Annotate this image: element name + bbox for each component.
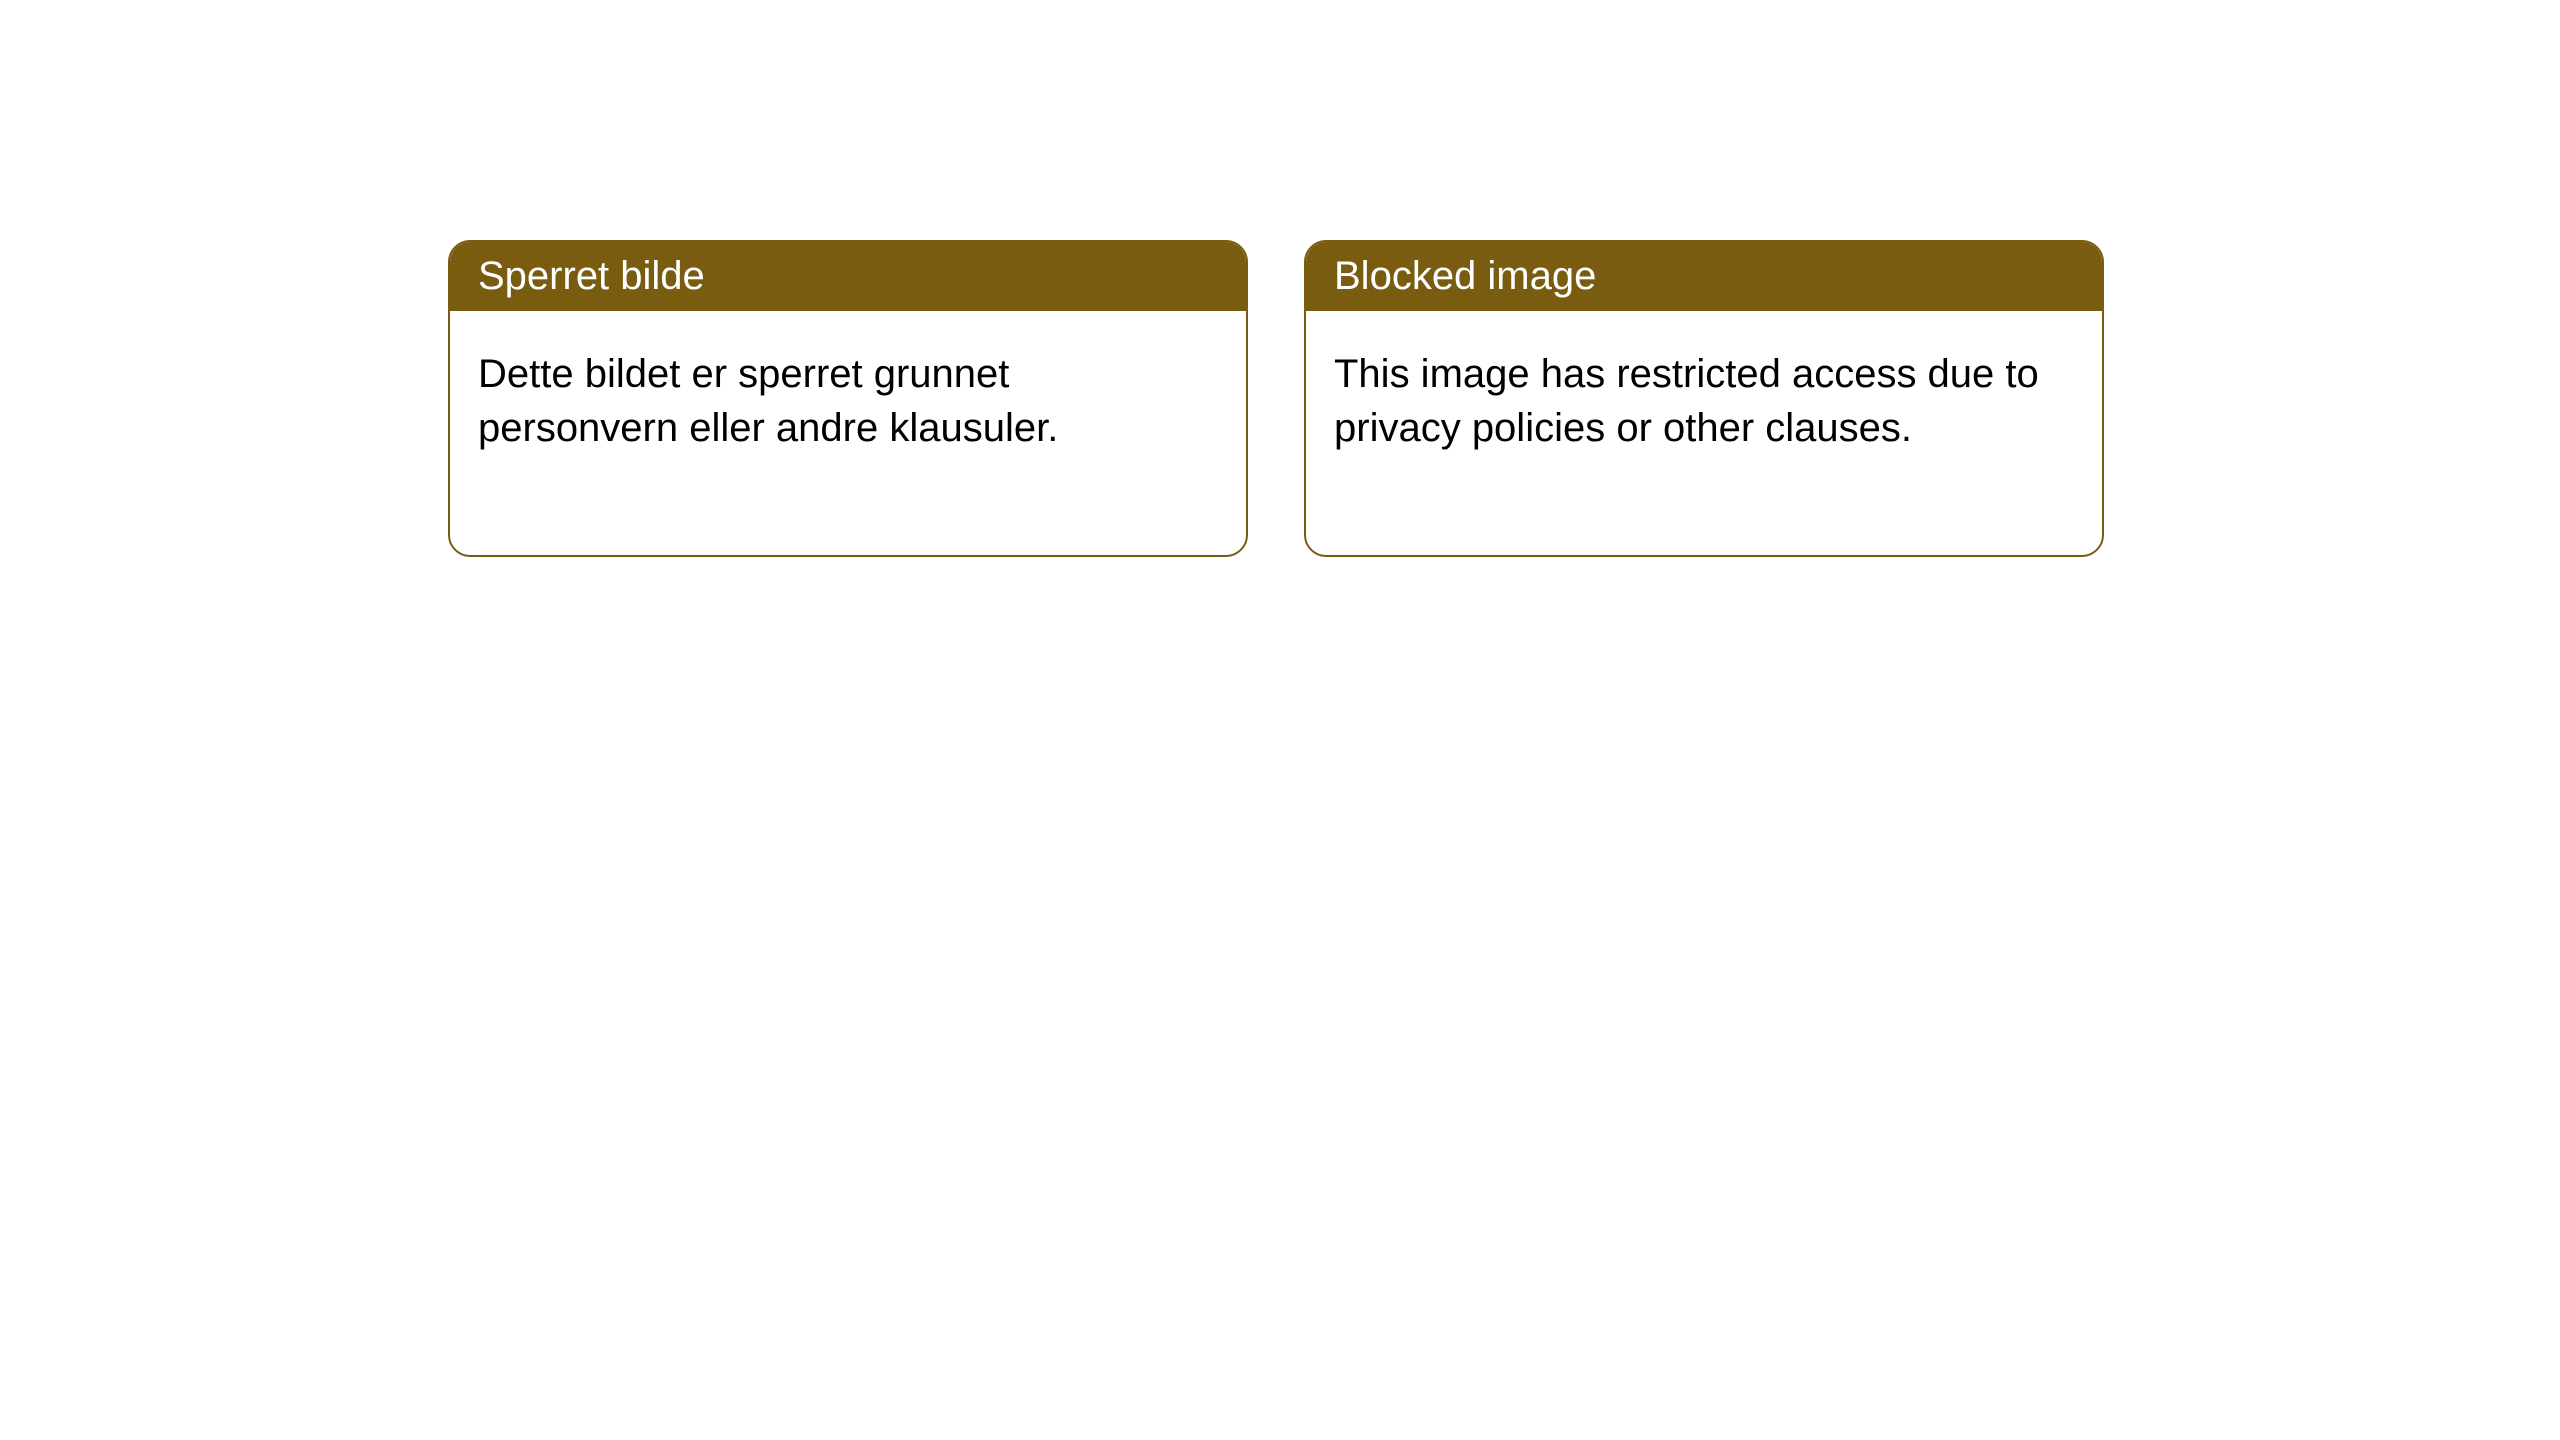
- notice-header: Blocked image: [1306, 242, 2102, 311]
- notice-card-english: Blocked image This image has restricted …: [1304, 240, 2104, 557]
- notice-body-text: This image has restricted access due to …: [1334, 352, 2039, 450]
- notice-body: Dette bildet er sperret grunnet personve…: [450, 311, 1246, 555]
- notice-header: Sperret bilde: [450, 242, 1246, 311]
- notice-container: Sperret bilde Dette bildet er sperret gr…: [448, 240, 2104, 557]
- notice-title: Blocked image: [1334, 254, 1596, 298]
- notice-title: Sperret bilde: [478, 254, 705, 298]
- notice-body-text: Dette bildet er sperret grunnet personve…: [478, 352, 1058, 450]
- notice-card-norwegian: Sperret bilde Dette bildet er sperret gr…: [448, 240, 1248, 557]
- notice-body: This image has restricted access due to …: [1306, 311, 2102, 555]
